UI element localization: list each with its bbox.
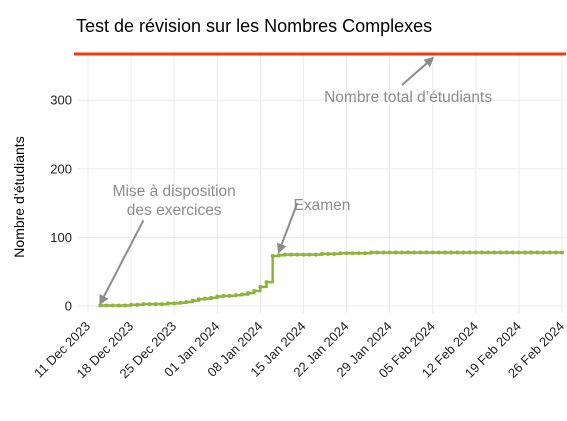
data-point: [479, 250, 484, 255]
data-point: [122, 303, 127, 308]
data-point: [529, 250, 534, 255]
data-point: [387, 250, 392, 255]
data-point: [406, 250, 411, 255]
data-point: [233, 293, 238, 298]
data-point: [461, 250, 466, 255]
data-point: [498, 250, 503, 255]
data-point: [492, 250, 497, 255]
data-point: [412, 250, 417, 255]
annotation-line: Mise à disposition: [113, 183, 236, 200]
data-point: [356, 251, 361, 256]
data-point: [239, 292, 244, 297]
data-point: [467, 250, 472, 255]
data-point: [430, 250, 435, 255]
data-point: [221, 293, 226, 298]
data-point: [258, 284, 263, 289]
data-point: [270, 253, 275, 258]
data-point: [252, 289, 257, 294]
y-tick-label: 200: [50, 161, 72, 176]
data-point: [246, 291, 251, 296]
data-point: [424, 250, 429, 255]
series-group: [98, 250, 564, 308]
data-point: [560, 250, 564, 255]
annotation-text: Nombre total d’étudiants: [324, 89, 492, 106]
data-point: [178, 300, 183, 305]
data-point: [227, 293, 232, 298]
data-point: [350, 251, 355, 256]
data-point: [215, 294, 220, 299]
data-point: [418, 250, 423, 255]
annotation-line: des exercices: [127, 202, 222, 219]
data-point: [289, 252, 294, 257]
data-point: [436, 250, 441, 255]
data-point: [116, 303, 121, 308]
data-point: [510, 250, 515, 255]
data-point: [147, 302, 152, 307]
data-point: [301, 252, 306, 257]
data-point: [190, 298, 195, 303]
data-point: [196, 297, 201, 302]
data-point: [516, 250, 521, 255]
data-point: [98, 303, 103, 308]
data-point: [332, 251, 337, 256]
y-tick-labels: 0 100 200 300: [50, 93, 72, 314]
data-point: [486, 250, 491, 255]
data-point: [443, 250, 448, 255]
data-point: [319, 251, 324, 256]
data-point: [264, 280, 269, 285]
y-tick-label: 100: [50, 230, 72, 245]
annotation-arrow: [99, 219, 145, 306]
annotation-arrow: [276, 202, 299, 254]
data-point: [110, 303, 115, 308]
data-point: [393, 250, 398, 255]
data-point: [504, 250, 509, 255]
data-point: [547, 250, 552, 255]
annotation-text: Examen: [293, 197, 350, 214]
y-tick-label: 0: [65, 299, 72, 314]
annotation-arrow: [401, 56, 435, 86]
data-point: [375, 250, 380, 255]
data-point: [523, 250, 528, 255]
data-point: [369, 250, 374, 255]
data-point: [535, 250, 540, 255]
data-point: [166, 301, 171, 306]
annotation-line: Examen: [293, 197, 350, 214]
chart-title: Test de révision sur les Nombres Complex…: [76, 16, 432, 36]
data-point: [307, 252, 312, 257]
data-point: [159, 302, 164, 307]
data-point: [141, 302, 146, 307]
data-point: [344, 251, 349, 256]
data-point: [184, 300, 189, 305]
data-point: [129, 302, 134, 307]
annotation-text: Mise à disposition des exercices: [113, 183, 236, 219]
data-point: [473, 250, 478, 255]
data-point: [104, 303, 109, 308]
data-point: [326, 251, 331, 256]
data-point: [399, 250, 404, 255]
data-point: [135, 302, 140, 307]
data-point: [202, 296, 207, 301]
annotation-line: Nombre total d’étudiants: [324, 89, 492, 106]
data-point: [295, 252, 300, 257]
grid: [78, 52, 566, 313]
annotations: Nombre total d’étudiants Mise à dispositi…: [99, 56, 492, 306]
data-point: [282, 252, 287, 257]
data-point: [455, 250, 460, 255]
y-axis-label: Nombre d’étudiants: [11, 136, 27, 257]
data-point: [209, 295, 214, 300]
series-line: [100, 251, 562, 307]
data-point: [541, 250, 546, 255]
data-point: [313, 252, 318, 257]
y-tick-label: 300: [50, 93, 72, 108]
data-point: [449, 250, 454, 255]
data-point: [363, 251, 368, 256]
data-point: [338, 251, 343, 256]
data-point: [172, 301, 177, 306]
data-point: [381, 250, 386, 255]
data-point: [153, 302, 158, 307]
data-point: [553, 250, 558, 255]
data-point: [276, 253, 281, 258]
